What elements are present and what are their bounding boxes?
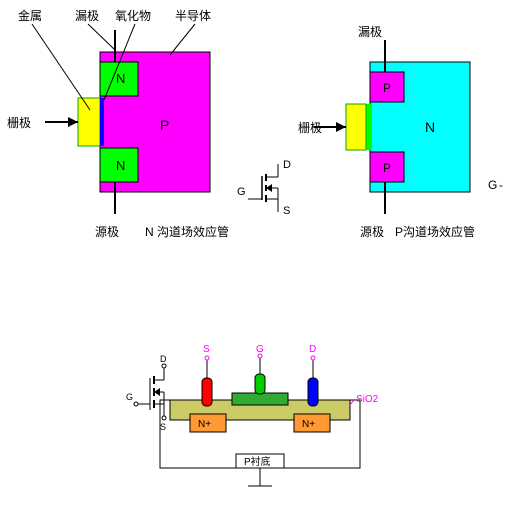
substrate-label: P衬底 (244, 455, 271, 468)
n-fet-symbol: D S G (237, 159, 291, 217)
symbol-s: S (283, 205, 290, 217)
p-source-label: 源极 (360, 225, 384, 239)
drain-label: 漏极 (75, 9, 99, 23)
p-gate-label: 栅极 (298, 120, 322, 135)
cs-sym-s: S (160, 422, 166, 432)
cs-sym-d: D (160, 354, 167, 364)
n-region-top-label: N (116, 71, 125, 86)
p-region-label: P (160, 117, 169, 133)
n-body-label: N (425, 119, 435, 135)
cross-section-diagram: N+ N+ S G D SiO2 P衬底 (126, 344, 379, 486)
p-channel-fet-diagram: P P N 漏极 栅极 源极 P沟道场效应管 G - (298, 25, 503, 239)
p-fet-title: P沟道场效应管 (395, 224, 475, 239)
p-bottom-label: P (383, 161, 391, 175)
cs-s2: S (203, 344, 210, 355)
semiconductor-label: 半导体 (175, 9, 211, 23)
cs-sym-g: G (126, 392, 133, 402)
n-region-bottom-label: N (116, 158, 125, 173)
source-label: 源极 (95, 225, 119, 239)
n-fet-title: N 沟道场效应管 (145, 224, 229, 239)
p-top-label: P (383, 81, 391, 95)
symbol-g: G (237, 186, 246, 198)
p-symbol-dash: - (499, 178, 503, 192)
sio2-label: SiO2 (356, 394, 379, 405)
nplus-right: N+ (302, 419, 315, 430)
symbol-d: D (283, 159, 291, 171)
p-drain-label: 漏极 (358, 25, 382, 39)
oxide-label: 氧化物 (115, 9, 151, 23)
metal-label: 金属 (18, 8, 42, 23)
gate-label: 栅极 (7, 115, 31, 130)
nplus-left: N+ (198, 419, 211, 430)
cs-d2: D (309, 344, 316, 355)
p-symbol-g: G (488, 178, 497, 192)
n-channel-fet-diagram: N N P 金属 漏极 氧化物 半导体 栅极 源极 N 沟道场效应管 (7, 8, 291, 239)
cs-g2: G (256, 344, 264, 355)
